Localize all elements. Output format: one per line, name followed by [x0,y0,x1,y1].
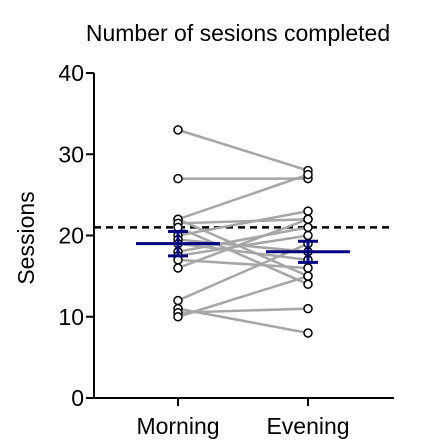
pair-line-2 [177,173,309,221]
x-tick-label-evening: Evening [266,413,349,439]
point-morning-12 [173,263,183,273]
point-morning-1 [173,173,183,184]
point-evening-14 [303,328,313,338]
chart-title: Number of sesions completed [86,20,390,46]
pair-line-8 [177,242,309,262]
summary-markers [136,229,350,264]
point-evening-9 [303,222,313,233]
point-evening-10 [303,230,313,241]
point-evening-2 [303,169,313,180]
pair-line-9 [177,226,309,253]
point-evening-6 [303,206,313,216]
point-evening-5 [303,279,313,289]
point-evening-15 [303,303,313,314]
pair-line-0 [177,128,309,172]
point-evening-11 [303,263,313,273]
point-evening-16 [303,271,313,281]
pair-lines [177,128,309,335]
axes: 0 10 20 30 40 Morning Evening [58,60,394,439]
y-tick-label-10: 10 [58,304,84,330]
pair-line-11 [177,258,309,270]
pair-line-4 [177,218,309,225]
pair-line-10 [177,234,309,258]
y-axis-title: Sessions [13,191,39,284]
y-tick-label-0: 0 [71,385,84,411]
data-points [173,125,313,338]
pair-line-12 [177,218,309,270]
point-morning-16 [173,312,183,322]
point-morning-13 [173,295,183,306]
y-tick-label-20: 20 [58,223,84,249]
pair-line-15 [177,307,309,314]
pair-line-5 [177,226,309,286]
pair-line-16 [177,274,309,318]
pair-line-6 [177,209,309,237]
y-tick-label-30: 30 [58,141,84,167]
point-evening-12 [303,214,313,224]
point-morning-0 [173,125,183,135]
y-tick-label-40: 40 [58,60,84,86]
x-tick-label-morning: Morning [136,413,219,439]
